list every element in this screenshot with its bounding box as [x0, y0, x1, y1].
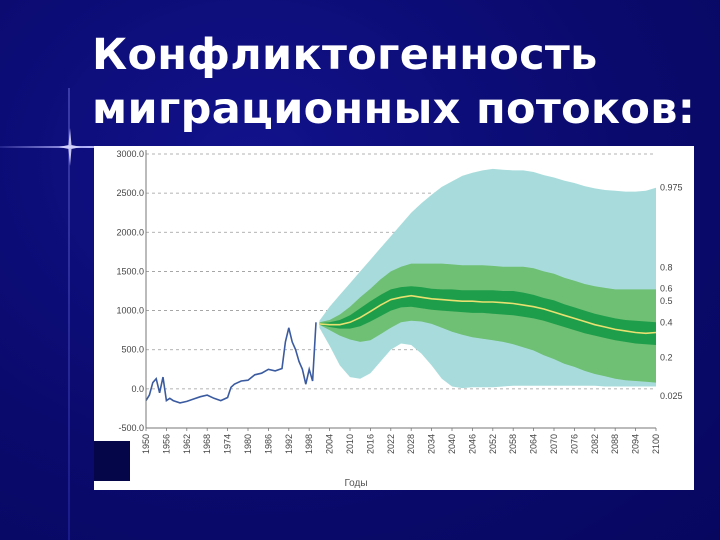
band-label: 0.4: [660, 317, 673, 327]
chart-panel: 3000.0 2500.0 2000.0 1500.0 1000.0 500.0 0.0 -5…: [94, 146, 694, 490]
x-tick-label: 2100: [651, 434, 661, 454]
band-label: 0.6: [660, 284, 673, 294]
x-tick-label: 2064: [529, 434, 539, 454]
band-label: 0.8: [660, 263, 673, 273]
y-tick-label: 0.0: [131, 384, 144, 394]
decorative-horizontal-line: [0, 146, 180, 148]
migration-projection-chart: 3000.0 2500.0 2000.0 1500.0 1000.0 500.0 0.0 -5…: [116, 149, 682, 489]
x-tick-label: 1974: [223, 434, 233, 454]
y-tick-label: 1000.0: [116, 306, 144, 316]
x-tick-label: 1950: [141, 434, 151, 454]
y-tick-label: 2500.0: [116, 188, 144, 198]
y-tick-label: 3000.0: [116, 149, 144, 159]
x-tick-label: 2094: [631, 434, 641, 454]
historical-line: [145, 322, 317, 404]
title-line-1: Конфликтогенность: [92, 30, 598, 80]
decorative-block: [94, 441, 130, 481]
x-tick-label: 2082: [590, 434, 600, 454]
x-tick-label: 2004: [325, 434, 335, 454]
band-label: 0.025: [660, 391, 683, 401]
x-tick-label: 1956: [161, 434, 171, 454]
x-tick-label: 2040: [447, 434, 457, 454]
x-tick-label: 2010: [345, 434, 355, 454]
y-tick-label: 1500.0: [116, 266, 144, 276]
slide-title: Конфликтогенность миграционных потоков:: [92, 28, 702, 136]
y-tick-label: 500.0: [121, 345, 144, 355]
x-axis-label: Годы: [344, 478, 367, 489]
x-tick-label: 2070: [549, 434, 559, 454]
line-layer: [145, 294, 657, 404]
x-tick-label: 2028: [406, 434, 416, 454]
x-tick-label: 1998: [304, 434, 314, 454]
y-tick-label: -500.0: [118, 423, 144, 433]
band-label: 0.2: [660, 353, 673, 363]
decorative-vertical-line: [68, 88, 70, 540]
band-label: 0.975: [660, 183, 683, 193]
band-layer: [319, 168, 656, 389]
band-label: 0.5: [660, 296, 673, 306]
x-tick-label: 1968: [202, 434, 212, 454]
y-tick-label: 2000.0: [116, 227, 144, 237]
x-tick-label: 1992: [284, 434, 294, 454]
title-line-2: миграционных потоков:: [92, 84, 696, 134]
x-tick-label: 2046: [467, 434, 477, 454]
x-tick-label: 2022: [386, 434, 396, 454]
x-tick-label: 2088: [610, 434, 620, 454]
band-06: [319, 286, 656, 345]
x-tick-label: 1986: [263, 434, 273, 454]
x-tick-label: 1962: [182, 434, 192, 454]
x-tick-label: 1980: [243, 434, 253, 454]
x-tick-label: 2076: [569, 434, 579, 454]
x-tick-label: 2016: [365, 434, 375, 454]
sparkle-icon: [59, 128, 81, 166]
x-tick-label: 2052: [488, 434, 498, 454]
median-line: [319, 294, 657, 335]
x-tick-label: 2034: [427, 434, 437, 454]
x-tick-label: 2058: [508, 434, 518, 454]
axis-layer: 3000.0 2500.0 2000.0 1500.0 1000.0 500.0 0.0 -5…: [116, 149, 682, 454]
